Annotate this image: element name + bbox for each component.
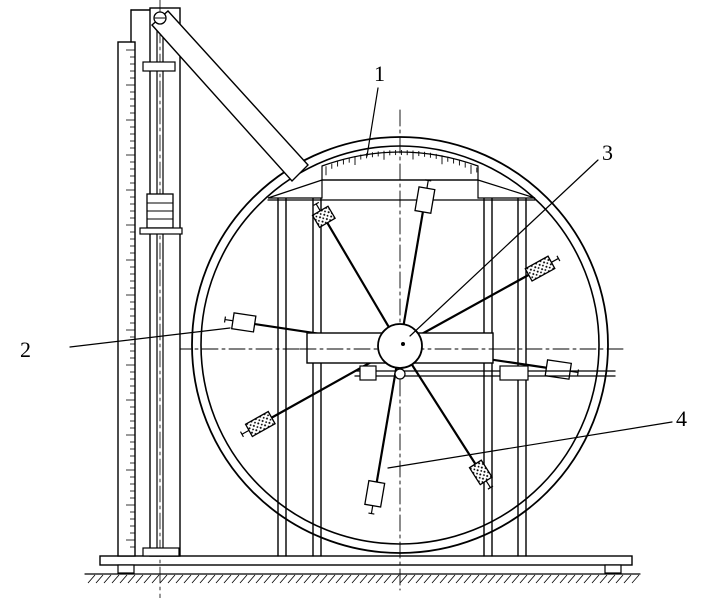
label-1: 1 [374,61,385,86]
leader-line-1 [366,87,379,157]
label-3: 3 [602,140,613,165]
leader-line-3 [409,159,599,337]
spoke-weight-7 [364,479,386,515]
spoke-3 [399,255,561,347]
ground-hatching [84,573,641,584]
spoke-weight-4 [223,312,257,333]
spoke-weight-8 [468,459,494,490]
spoke-2 [398,179,436,347]
spoke-1 [311,201,401,347]
spoke-weight-5 [544,359,580,380]
spoke-8 [399,345,494,490]
spoke-weight-2 [414,179,436,215]
spoke-weight-6 [239,410,276,438]
spoke-weight-1 [311,201,336,229]
diagonal-brace [151,10,309,183]
label-2: 2 [20,337,31,362]
base-plate [99,555,633,574]
top-scale [267,150,536,199]
leader-line-2 [69,327,231,348]
upright-post [117,0,183,598]
leader-line-4 [387,421,673,469]
label-4: 4 [676,406,687,431]
leader-lines [69,87,673,469]
spoke-weight-3 [524,255,561,282]
